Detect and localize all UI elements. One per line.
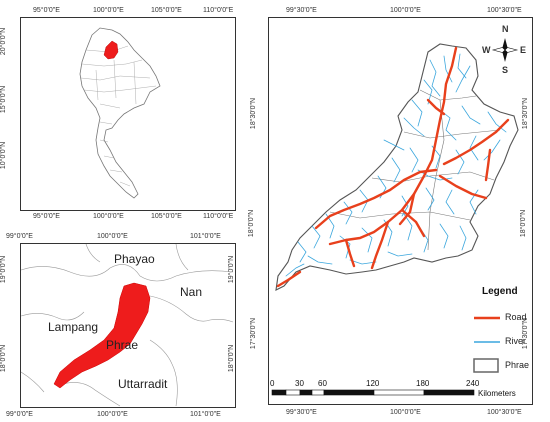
thailand-top-tick-1: 95°0'0"E <box>33 7 60 14</box>
compass-n: N <box>502 24 509 34</box>
detail-top-tick-2: 100°0'0"E <box>390 7 421 14</box>
rivers <box>285 53 507 277</box>
thailand-bottom-tick-3: 105°0'0"E <box>151 213 182 220</box>
legend-phrae-swatch <box>473 358 499 373</box>
detail-top-tick-1: 99°30'0"E <box>286 7 317 14</box>
label-nan: Nan <box>180 285 203 299</box>
detail-bottom-tick-2: 100°0'0"E <box>390 409 421 416</box>
scale-unit: Kilometers <box>478 389 516 398</box>
compass-e: E <box>520 45 527 55</box>
label-uttarradit: Uttarradit <box>118 377 168 391</box>
region-phrae-shape <box>53 282 151 389</box>
region-bottom-tick-3: 101°0'0"E <box>190 411 221 418</box>
legend-title: Legend <box>482 286 518 297</box>
compass-s: S <box>502 65 509 75</box>
thailand-bottom-tick-4: 110°0'0"E <box>203 213 234 220</box>
scale-tick-0: 0 <box>270 379 275 388</box>
scale-tick-60: 60 <box>318 379 327 388</box>
phrae-boundary <box>275 43 519 291</box>
region-bottom-tick-2: 100°0'0"E <box>97 411 128 418</box>
compass-w: W <box>482 45 491 55</box>
thailand-bottom-tick-2: 100°0'0"E <box>93 213 124 220</box>
thailand-top-tick-4: 110°0'0"E <box>203 7 234 14</box>
detail-bottom-tick-1: 99°30'0"E <box>286 409 317 416</box>
scale-tick-180: 180 <box>416 379 430 388</box>
scale-tick-240: 240 <box>466 379 480 388</box>
region-top-tick-3: 101°0'0"E <box>190 233 221 240</box>
scale-bar <box>271 389 475 396</box>
thailand-phrae-highlight <box>103 40 119 60</box>
region-top-tick-1: 99°0'0"E <box>6 233 33 240</box>
region-top-tick-2: 100°0'0"E <box>97 233 128 240</box>
label-phayao: Phayao <box>114 252 155 266</box>
label-phrae: Phrae <box>106 338 139 352</box>
scale-tick-30: 30 <box>295 379 304 388</box>
thailand-top-tick-3: 105°0'0"E <box>151 7 182 14</box>
region-bottom-tick-1: 99°0'0"E <box>6 411 33 418</box>
label-lampang: Lampang <box>48 320 99 334</box>
legend-river-label: River <box>505 336 527 346</box>
thailand-shape <box>79 27 161 199</box>
detail-bottom-tick-3: 100°30'0"E <box>487 409 522 416</box>
legend-phrae-label: Phrae <box>505 360 530 370</box>
thailand-bottom-tick-1: 95°0'0"E <box>33 213 60 220</box>
compass-rose <box>491 38 519 62</box>
scale-tick-120: 120 <box>366 379 380 388</box>
thailand-top-tick-2: 100°0'0"E <box>93 7 124 14</box>
roads <box>276 46 510 288</box>
legend-road-label: Road <box>505 312 527 322</box>
detail-top-tick-3: 100°30'0"E <box>487 7 522 14</box>
